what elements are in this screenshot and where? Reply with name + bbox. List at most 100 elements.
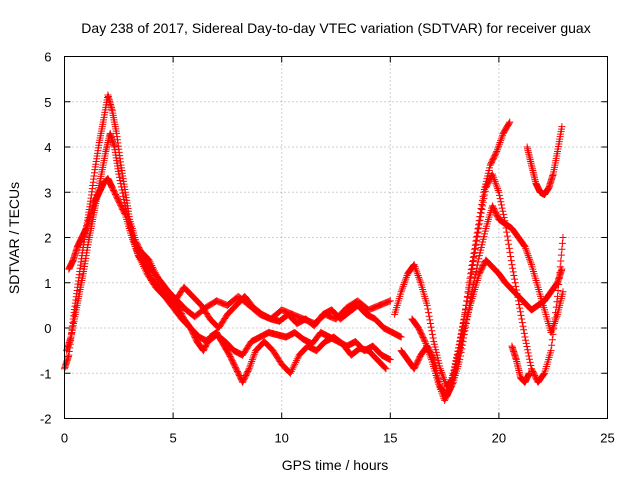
data-point — [492, 179, 500, 187]
data-point — [131, 243, 139, 251]
data-point — [449, 369, 457, 377]
data-point — [499, 210, 507, 218]
data-point — [472, 267, 480, 275]
data-point — [554, 286, 562, 294]
data-point — [458, 323, 466, 331]
data-point — [426, 316, 434, 324]
data-point — [412, 266, 420, 274]
data-point — [551, 314, 559, 322]
data-point — [434, 378, 442, 386]
data-point — [151, 269, 159, 277]
data-point — [456, 334, 464, 342]
data-point — [498, 201, 506, 209]
data-point — [467, 294, 475, 302]
data-point — [293, 355, 301, 363]
data-point — [464, 289, 472, 297]
data-point — [469, 280, 477, 288]
data-point — [246, 363, 254, 371]
data-point — [132, 244, 140, 252]
data-point — [456, 338, 464, 346]
data-point — [150, 267, 158, 275]
data-point — [471, 244, 479, 252]
data-point — [501, 217, 509, 225]
data-point — [505, 240, 513, 248]
data-point — [413, 268, 421, 276]
data-points — [61, 91, 567, 404]
data-point — [507, 253, 515, 261]
data-point — [289, 364, 297, 372]
data-point — [479, 198, 487, 206]
data-point — [147, 260, 155, 268]
data-point — [512, 286, 520, 294]
data-point — [399, 282, 407, 290]
data-point — [514, 297, 522, 305]
data-point — [504, 236, 512, 244]
data-point — [522, 339, 530, 347]
data-point — [526, 355, 534, 363]
data-point — [117, 183, 125, 191]
data-point — [398, 286, 406, 294]
data-point — [129, 237, 137, 245]
data-point — [250, 350, 258, 358]
chart-title: Day 238 of 2017, Sidereal Day-to-day VTE… — [81, 20, 590, 36]
data-point — [491, 177, 499, 185]
data-point — [503, 228, 511, 236]
data-point — [145, 256, 153, 264]
x-tick-label: 10 — [274, 431, 288, 446]
data-point — [552, 316, 560, 324]
data-point — [527, 362, 535, 370]
data-point — [423, 343, 431, 351]
data-point — [511, 275, 519, 283]
data-point — [515, 300, 523, 308]
x-axis-label: GPS time / hours — [282, 457, 389, 473]
data-point — [526, 257, 534, 265]
data-point — [425, 309, 433, 317]
data-point — [490, 176, 498, 184]
data-point — [451, 363, 459, 371]
data-point — [494, 185, 502, 193]
data-point — [422, 339, 430, 347]
data-point — [507, 257, 515, 265]
data-point — [503, 232, 511, 240]
data-point — [556, 269, 564, 277]
data-point — [522, 244, 530, 252]
data-point — [249, 354, 257, 362]
data-point — [481, 191, 489, 199]
data-point — [519, 322, 527, 330]
data-point — [437, 387, 445, 395]
data-point — [128, 235, 136, 243]
data-point — [414, 272, 422, 280]
y-tick-labels: -2 -1 0 1 2 3 4 5 6 — [40, 50, 52, 427]
series-track-d — [137, 247, 405, 341]
data-point — [425, 348, 433, 356]
data-point — [553, 298, 561, 306]
series-track-i — [523, 123, 566, 199]
data-point — [400, 281, 408, 289]
data-point — [245, 365, 253, 373]
data-point — [473, 236, 481, 244]
data-point — [524, 252, 532, 260]
data-point — [469, 261, 477, 269]
data-point — [247, 359, 255, 367]
data-point — [555, 275, 563, 283]
data-point — [554, 292, 562, 300]
data-point — [424, 345, 432, 353]
data-point — [428, 330, 436, 338]
data-point — [521, 243, 529, 251]
data-point — [469, 257, 477, 265]
data-point — [400, 279, 408, 287]
y-tick-label: 0 — [44, 321, 51, 336]
data-point — [516, 308, 524, 316]
data-point — [425, 312, 433, 320]
data-point — [402, 275, 410, 283]
data-point — [500, 214, 508, 222]
data-point — [495, 140, 503, 148]
data-point — [522, 246, 530, 254]
y-tick-label: 3 — [44, 185, 51, 200]
data-point — [410, 261, 418, 269]
data-point — [120, 195, 128, 203]
data-point — [513, 290, 521, 298]
data-point — [429, 334, 437, 342]
data-point — [381, 364, 389, 372]
data-point — [479, 202, 487, 210]
